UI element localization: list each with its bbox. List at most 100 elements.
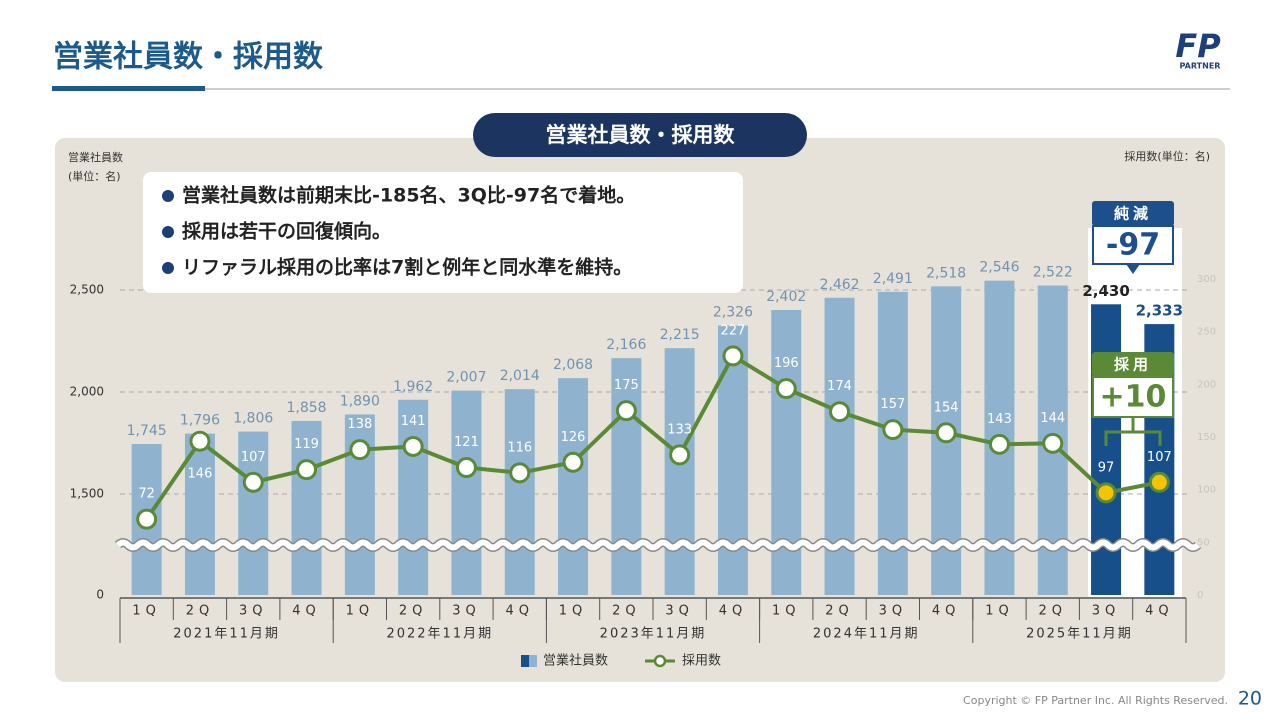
bar-label: 1,858 bbox=[287, 400, 327, 416]
x-tick-label: 1Q bbox=[346, 604, 375, 619]
line-label: 72 bbox=[138, 487, 155, 502]
x-tick-label: 1Q bbox=[132, 604, 161, 619]
line-marker bbox=[775, 378, 797, 400]
bar-label: 2,333 bbox=[1136, 302, 1183, 320]
legend-marker bbox=[653, 654, 667, 668]
line-label: 143 bbox=[987, 412, 1012, 427]
bar bbox=[611, 358, 642, 595]
callout-text: +10 bbox=[1100, 380, 1167, 415]
group-label: 2025年11月期 bbox=[1026, 627, 1133, 642]
bar-label: 2,402 bbox=[766, 289, 806, 305]
bullet-dot bbox=[162, 190, 174, 202]
y-tick-label: 0 bbox=[96, 588, 104, 602]
line-label: 154 bbox=[934, 400, 959, 415]
line-marker bbox=[296, 459, 318, 481]
callout-label: 純減 bbox=[1114, 205, 1152, 223]
x-tick-label: 3Q bbox=[1092, 604, 1121, 619]
bar bbox=[504, 389, 535, 595]
y2-tick-label: 250 bbox=[1197, 327, 1216, 338]
line-label: 107 bbox=[241, 450, 266, 465]
line-label: 97 bbox=[1098, 460, 1115, 475]
line-marker bbox=[615, 400, 637, 422]
line-label: 227 bbox=[721, 323, 746, 338]
line-marker bbox=[1148, 471, 1170, 493]
line-label: 157 bbox=[880, 397, 905, 412]
axis-break bbox=[115, 539, 1201, 551]
bar bbox=[291, 420, 322, 595]
x-tick-label: 1Q bbox=[772, 604, 801, 619]
chart-title-pill bbox=[473, 113, 807, 157]
x-tick-label: 4Q bbox=[719, 604, 748, 619]
bullet-dot bbox=[162, 226, 174, 238]
y2-tick-label: 0 bbox=[1197, 590, 1203, 601]
group-label: 2021年11月期 bbox=[173, 627, 280, 642]
line-marker bbox=[136, 508, 158, 530]
y2-tick-label: 150 bbox=[1197, 432, 1216, 443]
line-label: 144 bbox=[1040, 411, 1065, 426]
line-label: 121 bbox=[454, 435, 479, 450]
line-label: 126 bbox=[561, 430, 586, 445]
page-title: 営業社員数・採用数 bbox=[53, 40, 324, 75]
line-marker bbox=[669, 444, 691, 466]
bar-label: 2,518 bbox=[926, 265, 966, 281]
bar-label: 2,166 bbox=[606, 337, 646, 353]
x-tick-label: 1Q bbox=[559, 604, 588, 619]
line-label: 174 bbox=[827, 379, 852, 394]
y-axis-label: 営業社員数 bbox=[68, 150, 123, 164]
y2-tick-label: 100 bbox=[1197, 485, 1216, 496]
x-tick-label: 2Q bbox=[186, 604, 215, 619]
line-marker bbox=[722, 345, 744, 367]
line-marker bbox=[935, 422, 957, 444]
x-tick-label: 3Q bbox=[239, 604, 268, 619]
group-label: 2024年11月期 bbox=[813, 627, 920, 642]
bar-label: 2,491 bbox=[873, 271, 913, 287]
x-tick-label: 2Q bbox=[612, 604, 641, 619]
chart-title: 営業社員数・採用数 bbox=[546, 123, 736, 147]
bar-label: 2,014 bbox=[500, 368, 540, 384]
line-marker bbox=[242, 471, 264, 493]
x-tick-label: 2Q bbox=[1038, 604, 1067, 619]
legend-label: 営業社員数 bbox=[543, 653, 608, 669]
x-tick-label: 2Q bbox=[399, 604, 428, 619]
y2-axis-label: 採用数(単位：名) bbox=[1124, 149, 1210, 163]
bar-label: 1,796 bbox=[180, 413, 220, 429]
line-label: 107 bbox=[1147, 450, 1172, 465]
line-marker bbox=[882, 419, 904, 441]
line-marker bbox=[562, 451, 584, 473]
bar-label: 2,430 bbox=[1082, 282, 1129, 300]
bar-label: 2,462 bbox=[820, 277, 860, 293]
line-marker bbox=[988, 433, 1010, 455]
y-tick-label: 1,500 bbox=[70, 487, 104, 501]
x-tick-label: 3Q bbox=[665, 604, 694, 619]
title-accent bbox=[52, 86, 205, 91]
bullet-dot bbox=[162, 262, 174, 274]
bar-label: 1,890 bbox=[340, 393, 380, 409]
line-label: 133 bbox=[667, 422, 692, 437]
line-label: 119 bbox=[294, 437, 319, 452]
page-number: 20 bbox=[1238, 688, 1262, 710]
line-label: 116 bbox=[507, 440, 532, 455]
line-marker bbox=[455, 457, 477, 479]
line-marker bbox=[402, 435, 424, 457]
line-marker bbox=[1095, 482, 1117, 504]
line-marker bbox=[1042, 432, 1064, 454]
x-tick-label: 4Q bbox=[1145, 604, 1174, 619]
line-marker bbox=[509, 462, 531, 484]
y2-tick-label: 200 bbox=[1197, 379, 1216, 390]
legend-swatch bbox=[521, 655, 529, 667]
bar-label: 2,068 bbox=[553, 357, 593, 373]
bar-label: 2,007 bbox=[446, 370, 486, 386]
bar-label: 2,522 bbox=[1033, 265, 1073, 281]
x-tick-label: 3Q bbox=[452, 604, 481, 619]
x-tick-label: 4Q bbox=[932, 604, 961, 619]
legend-label: 採用数 bbox=[682, 654, 721, 669]
bar bbox=[664, 348, 695, 595]
bar-label: 2,546 bbox=[979, 260, 1019, 276]
group-label: 2023年11月期 bbox=[600, 627, 707, 642]
x-tick-label: 4Q bbox=[505, 604, 534, 619]
callout-bracket bbox=[1104, 417, 1162, 446]
x-tick-label: 3Q bbox=[879, 604, 908, 619]
group-label: 2022年11月期 bbox=[386, 627, 493, 642]
line-marker bbox=[189, 430, 211, 452]
bar-label: 2,326 bbox=[713, 305, 753, 321]
